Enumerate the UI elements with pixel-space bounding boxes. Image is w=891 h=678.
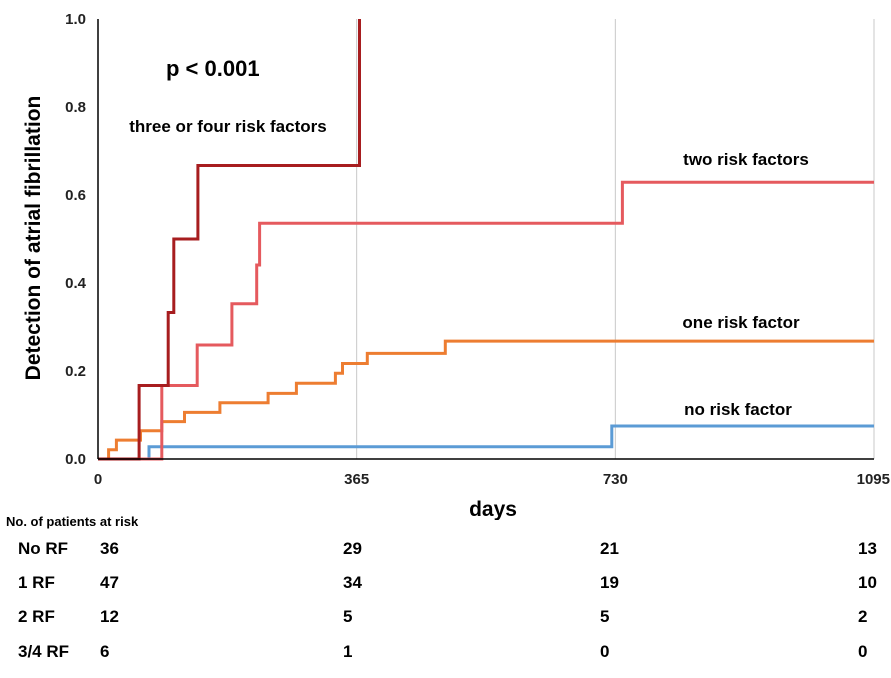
risk-table-row: 2 RF 12 5 5 2 [0,607,891,633]
risk-count: 0 [600,642,610,661]
risk-count: 36 [100,539,119,558]
risk-count: 0 [858,642,868,661]
gridlines [356,19,875,459]
risk-row-label: 3/4 RF [18,642,70,661]
series-labels: no risk factor one risk factor two risk fa… [129,117,809,419]
risk-count: 19 [600,573,619,592]
risk-count: 21 [600,539,619,558]
y-tick-label: 0.4 [65,275,87,292]
p-value-annotation: p < 0.001 [166,56,260,81]
y-tick-label: 0.2 [65,363,86,380]
y-axis-title: Detection of atrial fibrillation [22,96,45,381]
y-tick-label: 0.6 [65,187,86,204]
risk-count: 5 [343,607,353,626]
series-label-2: two risk factors [683,150,809,169]
risk-count: 1 [343,642,353,661]
risk-row-label: No RF [18,539,69,558]
x-axis-title: days [469,498,517,520]
series-line-1 [98,339,874,461]
x-tick-label: 730 [603,471,628,488]
y-tick-label: 1.0 [65,11,86,28]
risk-table-row: 1 RF 47 34 19 10 [0,573,891,599]
risk-count: 13 [858,539,877,558]
km-chart: 0.0 0.2 0.4 0.6 0.8 1.0 0 365 730 1095 no risk fa… [22,11,890,520]
axes [97,19,874,460]
risk-table-row: No RF 36 29 21 13 [0,539,891,565]
series-label-0: no risk factor [684,400,792,419]
series-label-1: one risk factor [682,313,800,332]
risk-count: 10 [858,573,877,592]
risk-row-label: 2 RF [18,607,55,626]
series-label-3: three or four risk factors [129,117,326,136]
risk-count: 5 [600,607,610,626]
x-tick-label: 0 [94,471,102,488]
risk-table-title: No. of patients at risk [6,514,139,529]
x-tick-label: 365 [344,471,369,488]
risk-count: 34 [343,573,362,592]
risk-table-row: 3/4 RF 6 1 0 0 [0,642,891,668]
series-lines [98,19,874,461]
series-line-0 [98,424,874,461]
series-line-3 [98,19,361,461]
y-tick-label: 0.8 [65,99,86,116]
risk-count: 2 [858,607,868,626]
y-tick-label: 0.0 [65,451,86,468]
tick-labels: 0.0 0.2 0.4 0.6 0.8 1.0 0 365 730 1095 [65,11,890,488]
x-tick-label: 1095 [857,471,890,488]
risk-count: 12 [100,607,119,626]
risk-row-label: 1 RF [18,573,55,592]
risk-count: 6 [100,642,110,661]
risk-count: 47 [100,573,119,592]
risk-count: 29 [343,539,362,558]
